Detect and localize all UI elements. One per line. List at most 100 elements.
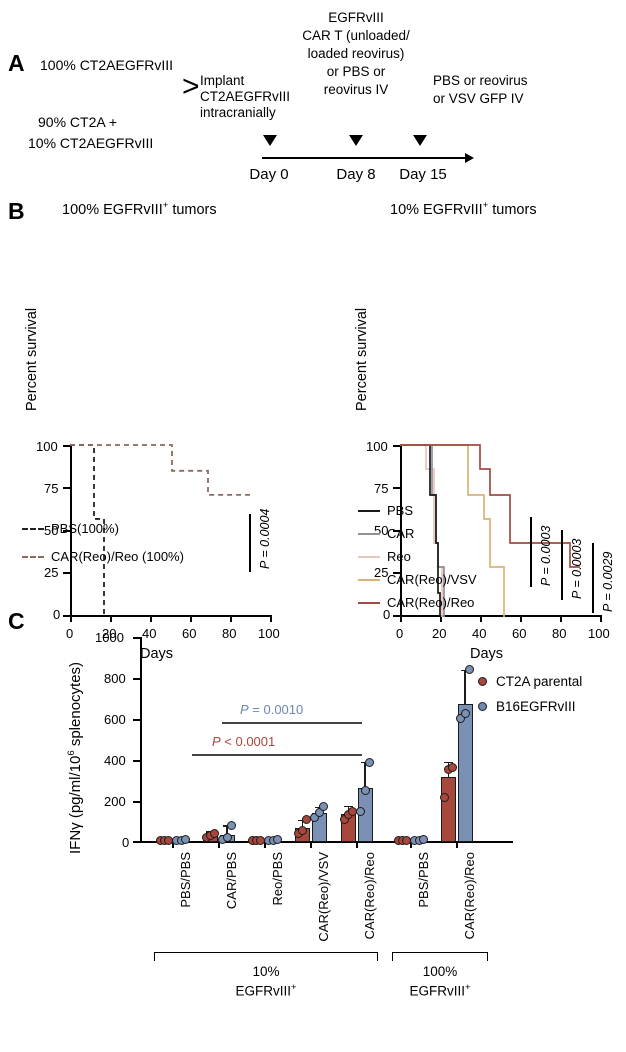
errorbar-cap-0-4 (344, 805, 354, 808)
c-xcat-4: CAR(Reo)/Reo (362, 852, 377, 940)
km-left-xtick-60: 60 (182, 626, 197, 641)
km-right-xtick-0: 0 (396, 626, 404, 641)
km-left-pvalue: P = 0.0004 (258, 508, 272, 569)
km-right-xtick-mark-0 (400, 615, 402, 622)
timeline-marker-day0-icon (263, 135, 277, 146)
km-right-xtick-mark-60 (520, 615, 522, 622)
c-xcat-6: CAR(Reo)/Reo (462, 852, 477, 940)
c-xtick-mark-1 (218, 841, 220, 848)
km-right-series-carreoreo (400, 444, 580, 568)
sig-text-2-value: < 0.0001 (220, 734, 276, 749)
km-right-xtick-mark-20 (440, 615, 442, 622)
km-right-xaxis (400, 615, 602, 617)
timeline-marker-day15-icon (413, 135, 427, 146)
km-right-legend-item-pbs: PBS (358, 503, 413, 518)
datapoint-0-6-2 (448, 762, 458, 772)
km-right-title-tail: tumors (488, 201, 537, 218)
km-left-legend-label-pbs: PBS(100%) (51, 521, 119, 536)
km-left-legend-item-pbs: PBS(100%) (22, 521, 119, 536)
km-right-series-pbs (400, 444, 441, 617)
km-right-ytick-0: 0 (383, 607, 391, 622)
km-left-xtick-100: 100 (258, 626, 280, 641)
c-xtick-mark-0 (172, 841, 174, 848)
panel-b-letter: B (8, 198, 25, 224)
datapoint-1-6-2 (464, 665, 474, 675)
timeline-arrow-icon (465, 153, 474, 163)
km-right-xlabel: Days (470, 646, 504, 662)
c-xtick-mark-6 (456, 841, 458, 848)
c-legend-item-b16: B16EGFRvIII (478, 699, 576, 714)
panel-c-xaxis (140, 841, 513, 843)
datapoint-1-2-2 (272, 834, 282, 844)
km-right-legend-item-carreovsv: CAR(Reo)/VSV (358, 572, 477, 587)
c-ytick-200: 200 (104, 794, 126, 809)
legend-line-icon-carreo-100 (22, 556, 44, 558)
c-legend-item-ct2a: CT2A parental (478, 674, 582, 689)
panel-a-left-top-label: 100% CT2AEGFRvIII (40, 57, 174, 73)
panel-c-bars-layer (0, 612, 626, 872)
panel-c-yaxis (140, 637, 142, 843)
km-left-legend-label-carreo: CAR(Reo)/Reo (100%) (51, 549, 184, 564)
c-xtick-mark-5 (410, 841, 412, 848)
c-xcat-2: Reo/PBS (270, 852, 285, 906)
group-label-100pct-line1: 100% (422, 964, 458, 979)
panel-c-letter: C (8, 608, 25, 634)
km-left-xtick-20: 20 (102, 626, 117, 641)
c-ytick-mark-200 (133, 801, 140, 803)
c-xcat-5: PBS/PBS (416, 852, 431, 908)
km-right-yaxis (400, 445, 402, 617)
km-left-xaxis (70, 615, 272, 617)
sig-line-1 (222, 722, 362, 724)
sig-text-1: P = 0.0010 (240, 702, 304, 717)
km-left-ytick-mark-75 (63, 487, 70, 489)
km-right-xtick-mark-80 (560, 615, 562, 622)
group-label-10pct: 10% EGFRvIII+ (154, 964, 378, 1000)
group-label-10pct-line2: EGFRvIII+ (235, 982, 297, 999)
km-left-yaxis (70, 445, 72, 617)
panel-a-letter: A (8, 50, 25, 76)
datapoint-1-1-2 (226, 820, 236, 830)
km-left-title: 100% EGFRvIII+ tumors (62, 200, 217, 218)
errorbar-cap-0-6 (444, 761, 454, 764)
km-right-xtick-mark-100 (600, 615, 602, 622)
km-chart-10pct: Percent survival 100 75 50 25 0 0 20 40 … (330, 196, 626, 662)
sig-line-2 (192, 754, 362, 756)
c-ytick-800: 800 (104, 671, 126, 686)
c-xtick-mark-3 (310, 841, 312, 848)
km-right-legend-label-carreoreo: CAR(Reo)/Reo (387, 595, 475, 610)
km-left-xtick-80: 80 (222, 626, 237, 641)
legend-line-icon-pbs (358, 510, 380, 512)
km-right-legend-item-reo: Reo (358, 549, 411, 564)
km-left-xtick-40: 40 (142, 626, 157, 641)
km-right-series-carreovsv (400, 444, 505, 617)
legend-line-icon-carreovsv (358, 579, 380, 581)
c-ytick-mark-800 (133, 678, 140, 680)
km-right-pvalue-3: P = 0.0029 (601, 551, 615, 612)
day15-note-1: PBS or reovirus (433, 73, 528, 88)
errorbar-1-6 (464, 669, 466, 704)
km-right-ytick-75: 75 (374, 481, 389, 496)
c-xtick-mark-2 (264, 841, 266, 848)
km-left-xtick-mark-40 (150, 615, 152, 622)
km-right-curves (400, 444, 580, 617)
km-left-ylabel: Percent survival (24, 307, 40, 411)
datapoint-1-5-2 (418, 834, 428, 844)
km-chart-100pct: Percent survival 100 75 50 25 0 0 20 40 … (0, 196, 300, 662)
datapoint-0-1-2 (210, 829, 220, 839)
datapoint-1-4-2 (364, 758, 374, 768)
c-xcat-3: CAR(Reo)/VSV (316, 852, 331, 942)
km-left-xtick-mark-60 (190, 615, 192, 622)
km-left-ytick-mark-50 (63, 530, 70, 532)
km-right-ytick-mark-25 (393, 572, 400, 574)
km-left-series-carreo (70, 444, 250, 496)
datapoint-1-6-1 (460, 709, 470, 719)
km-left-curves (70, 444, 250, 617)
day8-note-1: EGFRvIII (328, 10, 384, 25)
km-left-xtick-mark-100 (270, 615, 272, 622)
errorbar-1-4 (364, 761, 366, 788)
legend-line-icon-carreoreo (358, 602, 380, 604)
km-right-title-sup: + (482, 200, 489, 211)
errorbar-1-1 (226, 825, 228, 835)
day8-note-3: loaded reovirus) (307, 46, 405, 61)
panel-a-left-bottom-label-2: 10% CT2AEGFRvIII (28, 135, 154, 151)
